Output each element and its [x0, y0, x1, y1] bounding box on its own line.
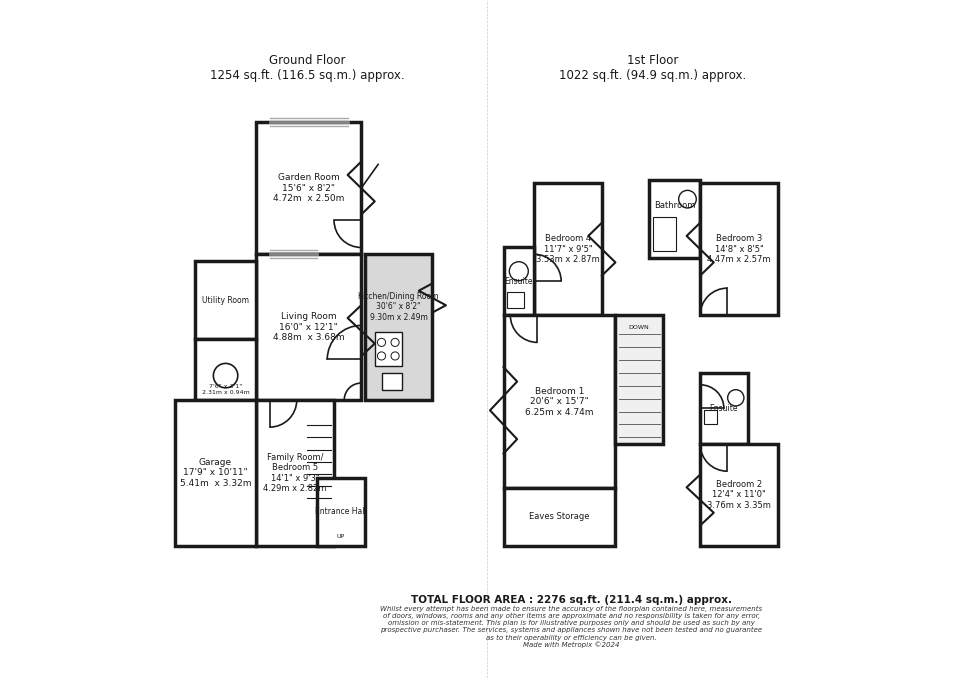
Bar	[615, 315, 662, 444]
Text: UP: UP	[337, 534, 345, 539]
Text: Garage
17'9" x 10'11"
5.41m  x 3.32m: Garage 17'9" x 10'11" 5.41m x 3.32m	[179, 458, 251, 487]
Text: Bedroom 2
12'4" x 11'0"
3.76m x 3.35m: Bedroom 2 12'4" x 11'0" 3.76m x 3.35m	[708, 480, 771, 510]
Text: Utility Room: Utility Room	[202, 296, 249, 304]
Bar	[704, 410, 717, 424]
Bar	[195, 339, 256, 400]
Text: Entrance Hall: Entrance Hall	[315, 507, 367, 517]
Bar	[374, 332, 402, 366]
Bar	[256, 254, 362, 400]
Bar	[174, 400, 256, 546]
Text: Bedroom 1
20'6" x 15'7"
6.25m x 4.74m: Bedroom 1 20'6" x 15'7" 6.25m x 4.74m	[525, 387, 594, 416]
Text: 7'6" x 3'1"
2.31m x 0.94m: 7'6" x 3'1" 2.31m x 0.94m	[202, 384, 250, 395]
Text: Kitchen/Dining Room
30'6" x 8'2"
9.30m x 2.49m: Kitchen/Dining Room 30'6" x 8'2" 9.30m x…	[359, 292, 439, 321]
Text: Garden Room
15'6" x 8'2"
4.72m  x 2.50m: Garden Room 15'6" x 8'2" 4.72m x 2.50m	[273, 174, 344, 203]
Bar	[507, 292, 524, 308]
Bar	[504, 488, 615, 546]
Text: 1st Floor
1022 sq.ft. (94.9 sq.m.) approx.: 1st Floor 1022 sq.ft. (94.9 sq.m.) appro…	[560, 54, 747, 82]
Bar	[504, 247, 534, 315]
Text: Family Room/
Bedroom 5
14'1" x 9'3"
4.29m x 2.82m: Family Room/ Bedroom 5 14'1" x 9'3" 4.29…	[264, 453, 326, 493]
Bar	[195, 261, 256, 339]
Text: Living Room
16'0" x 12'1"
4.88m  x 3.68m: Living Room 16'0" x 12'1" 4.88m x 3.68m	[272, 313, 344, 342]
Text: DOWN: DOWN	[629, 325, 650, 330]
Bar	[381, 373, 402, 390]
Text: Ground Floor
1254 sq.ft. (116.5 sq.m.) approx.: Ground Floor 1254 sq.ft. (116.5 sq.m.) a…	[210, 54, 405, 82]
Bar	[256, 122, 362, 254]
Text: Eaves Storage: Eaves Storage	[529, 513, 590, 521]
Bar	[534, 183, 602, 315]
Bar	[700, 183, 778, 315]
Bar	[700, 373, 748, 444]
Text: Whilst every attempt has been made to ensure the accuracy of the floorplan conta: Whilst every attempt has been made to en…	[380, 606, 762, 648]
Text: Bedroom 4
11'7" x 9'5"
3.53m x 2.87m: Bedroom 4 11'7" x 9'5" 3.53m x 2.87m	[536, 235, 600, 264]
Bar	[650, 180, 700, 258]
Bar	[256, 400, 334, 546]
Bar	[318, 478, 365, 546]
Text: Ensuite: Ensuite	[505, 277, 533, 286]
Bar	[504, 315, 615, 488]
Text: Bathroom: Bathroom	[654, 201, 696, 210]
Bar	[653, 217, 676, 251]
Text: Ensuite: Ensuite	[710, 404, 738, 413]
Text: Bedroom 3
14'8" x 8'5"
4.47m x 2.57m: Bedroom 3 14'8" x 8'5" 4.47m x 2.57m	[708, 235, 771, 264]
Bar	[365, 254, 432, 400]
Text: TOTAL FLOOR AREA : 2276 sq.ft. (211.4 sq.m.) approx.: TOTAL FLOOR AREA : 2276 sq.ft. (211.4 sq…	[411, 595, 732, 605]
Bar	[700, 444, 778, 546]
